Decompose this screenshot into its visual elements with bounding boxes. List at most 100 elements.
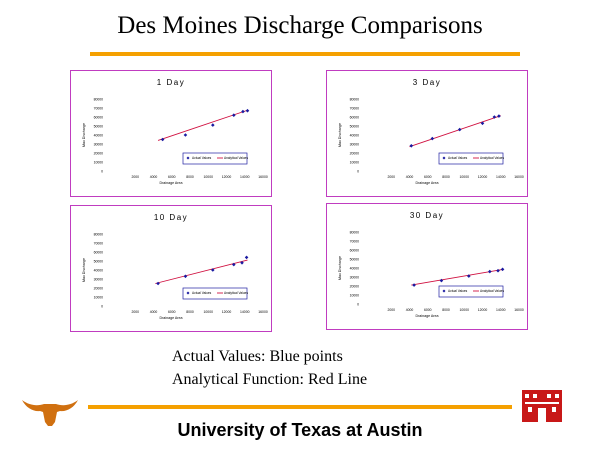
y-tick-label: 70000: [350, 107, 360, 111]
x-tick-label: 6000: [424, 308, 432, 312]
x-tick-label: 12000: [478, 175, 488, 179]
legend-box: [182, 152, 248, 165]
actual-value-point: [211, 123, 215, 127]
x-tick-label: 12000: [222, 175, 232, 179]
chart-title: 3 Day: [413, 78, 441, 87]
x-tick-label: 6000: [168, 175, 176, 179]
x-tick-label: 4000: [150, 310, 158, 314]
legend-label-analytical: Analytical Values: [224, 291, 248, 295]
x-tick-label: 6000: [168, 310, 176, 314]
y-tick-label: 40000: [350, 134, 360, 138]
legend-marker-actual: [186, 291, 190, 295]
y-tick-label: 10000: [94, 161, 104, 165]
chart-title: 30 Day: [410, 211, 444, 220]
x-tick-label: 4000: [150, 175, 158, 179]
footer-divider: [88, 405, 512, 409]
x-tick-label: 14000: [240, 175, 250, 179]
x-tick-label: 16000: [258, 175, 268, 179]
y-tick-label: 60000: [350, 249, 360, 253]
x-tick-label: 2000: [387, 308, 395, 312]
actual-value-point: [183, 133, 188, 137]
y-tick-label: 40000: [94, 269, 104, 273]
x-tick-label: 8000: [186, 310, 194, 314]
chart-panel-10-day: 10 Day 0 10000 20000 30000 40000 50000 60000 700…: [70, 205, 272, 332]
actual-value-point: [492, 115, 497, 119]
chart-panel-30-day: 30 Day 0 10000 20000 30000 40000 50000 60000 700…: [326, 203, 528, 330]
legend-label-actual: Actual Values: [192, 291, 212, 295]
caption-analytical-function: Analytical Function: Red Line: [172, 371, 368, 388]
legend-label-actual: Actual Values: [448, 156, 468, 160]
x-tick-label: 2000: [131, 310, 139, 314]
x-tick-label: 10000: [204, 175, 214, 179]
actual-value-point: [496, 268, 500, 273]
y-axis-label: Max Discharge: [82, 258, 86, 282]
legend-label-analytical: Analytical Values: [224, 156, 248, 160]
x-tick-label: 2000: [131, 175, 139, 179]
actual-value-point: [467, 274, 471, 278]
y-tick-label: 40000: [350, 267, 360, 271]
actual-value-point: [409, 144, 414, 148]
actual-value-point: [211, 268, 215, 272]
legend-label-actual: Actual Values: [448, 289, 468, 293]
chart-title: 1 Day: [157, 78, 185, 87]
x-tick-label: 4000: [406, 308, 414, 312]
actual-value-point: [412, 283, 416, 287]
x-tick-label: 8000: [442, 175, 450, 179]
y-tick-label: 50000: [94, 260, 104, 264]
actual-value-point: [245, 108, 250, 113]
actual-value-point: [241, 109, 245, 114]
actual-value-point: [457, 127, 462, 132]
actual-value-point: [430, 136, 435, 141]
y-tick-label: 60000: [350, 116, 360, 120]
legend-box: [438, 152, 504, 165]
y-tick-label: 0: [101, 170, 103, 174]
y-tick-label: 20000: [94, 152, 104, 156]
chart-3-day: 3 Day 0 10000 20000 30000 40000 50000 60000 7000…: [338, 78, 524, 185]
legend-marker-actual: [442, 289, 446, 293]
analytical-line: [411, 268, 504, 286]
y-tick-label: 10000: [350, 161, 360, 165]
actual-value-point: [160, 137, 165, 142]
actual-value-point: [480, 121, 485, 126]
actual-value-point: [156, 281, 160, 286]
y-tick-label: 60000: [94, 116, 104, 120]
chart-10-day: 10 Day 0 10000 20000 30000 40000 50000 60000 700…: [82, 213, 268, 320]
x-tick-label: 14000: [496, 308, 506, 312]
longhorn-logo: [22, 400, 78, 426]
y-tick-label: 20000: [350, 152, 360, 156]
actual-value-point: [439, 278, 444, 283]
legend-label-actual: Actual Values: [192, 156, 212, 160]
y-tick-label: 70000: [350, 240, 360, 244]
y-tick-label: 30000: [350, 276, 360, 280]
x-tick-label: 16000: [258, 310, 268, 314]
x-axis-label: Drainage Area: [416, 181, 439, 185]
x-axis-label: Drainage Area: [416, 314, 439, 318]
x-tick-label: 14000: [240, 310, 250, 314]
chart-title: 10 Day: [154, 213, 188, 222]
x-tick-label: 10000: [460, 175, 470, 179]
x-tick-label: 8000: [186, 175, 194, 179]
legend-label-analytical: Analytical Values: [480, 289, 504, 293]
y-axis-label: Max Discharge: [82, 123, 86, 147]
y-tick-label: 70000: [94, 242, 104, 246]
x-tick-label: 12000: [222, 310, 232, 314]
y-tick-label: 50000: [94, 125, 104, 129]
actual-value-point: [244, 255, 249, 260]
slide-title: Des Moines Discharge Comparisons: [117, 12, 483, 39]
x-tick-label: 10000: [204, 310, 214, 314]
y-tick-label: 50000: [350, 258, 360, 262]
y-tick-label: 20000: [350, 285, 360, 289]
y-tick-label: 80000: [94, 233, 104, 237]
y-tick-label: 0: [357, 170, 359, 174]
x-tick-label: 2000: [387, 175, 395, 179]
legend-box: [438, 285, 504, 298]
legend-marker-actual: [186, 156, 190, 160]
x-tick-label: 4000: [406, 175, 414, 179]
x-tick-label: 10000: [460, 308, 470, 312]
x-tick-label: 14000: [496, 175, 506, 179]
caption-actual-values: Actual Values: Blue points: [172, 348, 343, 365]
chart-panel-1-day: 1 Day 0 10000 20000 30000 40000 50000 60000 7000…: [70, 70, 272, 197]
y-tick-label: 60000: [94, 251, 104, 255]
y-tick-label: 30000: [94, 278, 104, 282]
x-tick-label: 12000: [478, 308, 488, 312]
